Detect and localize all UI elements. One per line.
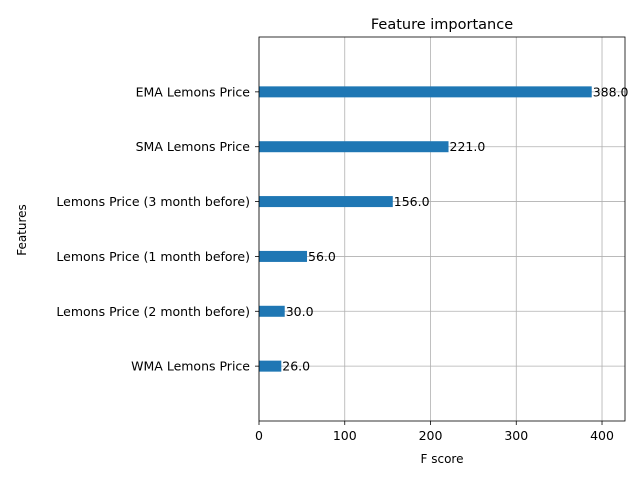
bar [259,250,308,262]
bar [259,141,449,153]
y-axis-label: Features [15,204,29,256]
x-tick-label: 300 [504,428,528,443]
y-tick-label: Lemons Price (3 month before) [56,194,250,209]
x-tick-label: 0 [255,428,263,443]
bar-value-label: 26.0 [282,359,310,374]
x-tick-label: 200 [419,428,443,443]
chart-title: Feature importance [371,17,513,33]
y-tick-label: SMA Lemons Price [136,139,251,154]
x-tick-label: 400 [590,428,614,443]
bar [259,196,393,208]
y-tick-label: EMA Lemons Price [136,84,251,99]
y-tick-label: Lemons Price (1 month before) [56,249,250,264]
bar-value-label: 221.0 [450,139,486,154]
y-tick-label: WMA Lemons Price [131,359,250,374]
bar-value-label: 30.0 [286,304,314,319]
bar-value-label: 56.0 [308,249,336,264]
axes: WMA Lemons Price Lemons Price (2 month be… [56,36,626,443]
bar [259,360,282,372]
bar-value-label: 388.0 [593,84,629,99]
x-axis-label: F score [421,452,464,466]
bar [259,86,592,98]
bar [259,305,285,317]
bar-value-label: 156.0 [394,194,430,209]
x-tick-label: 100 [333,428,357,443]
value-labels: 26.0 30.0 56.0 156.0 221.0 388.0 [282,84,628,373]
plot-frame [258,36,626,422]
bars [259,86,592,372]
y-tick-label: Lemons Price (2 month before) [56,304,250,319]
